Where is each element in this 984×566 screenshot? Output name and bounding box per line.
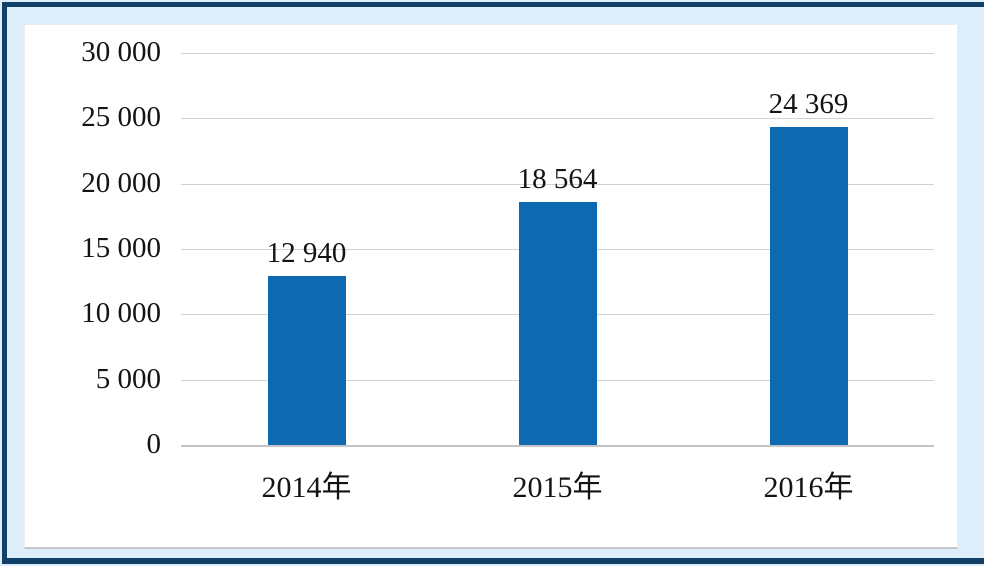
gridline-0 — [181, 445, 934, 447]
y-tick-label: 25 000 — [81, 101, 161, 134]
chart-panel: 12 940 18 564 24 369 30 000 25 000 20 000 15 … — [24, 24, 958, 549]
gridline-25000 — [181, 118, 934, 120]
y-tick-label: 5 000 — [95, 362, 161, 395]
bar-2016年 — [769, 126, 848, 445]
bar-value-label: 18 564 — [517, 163, 598, 196]
bar-2014年 — [267, 275, 346, 445]
x-tick-label: 2014年 — [261, 471, 352, 504]
y-tick-label: 15 000 — [81, 231, 161, 264]
x-tick-label: 2016年 — [763, 471, 854, 504]
y-tick-label: 20 000 — [81, 166, 161, 199]
y-tick-label: 30 000 — [81, 35, 161, 68]
plot-area: 12 940 18 564 24 369 — [181, 53, 934, 447]
x-tick-label: 2015年 — [512, 471, 603, 504]
gridline-30000 — [181, 53, 934, 54]
gridline-20000 — [181, 183, 934, 185]
y-tick-label: 0 — [146, 427, 162, 460]
y-tick-label: 10 000 — [81, 297, 161, 330]
bar-value-label: 12 940 — [266, 236, 347, 269]
bar-2015年 — [518, 202, 597, 445]
bar-value-label: 24 369 — [768, 87, 849, 120]
